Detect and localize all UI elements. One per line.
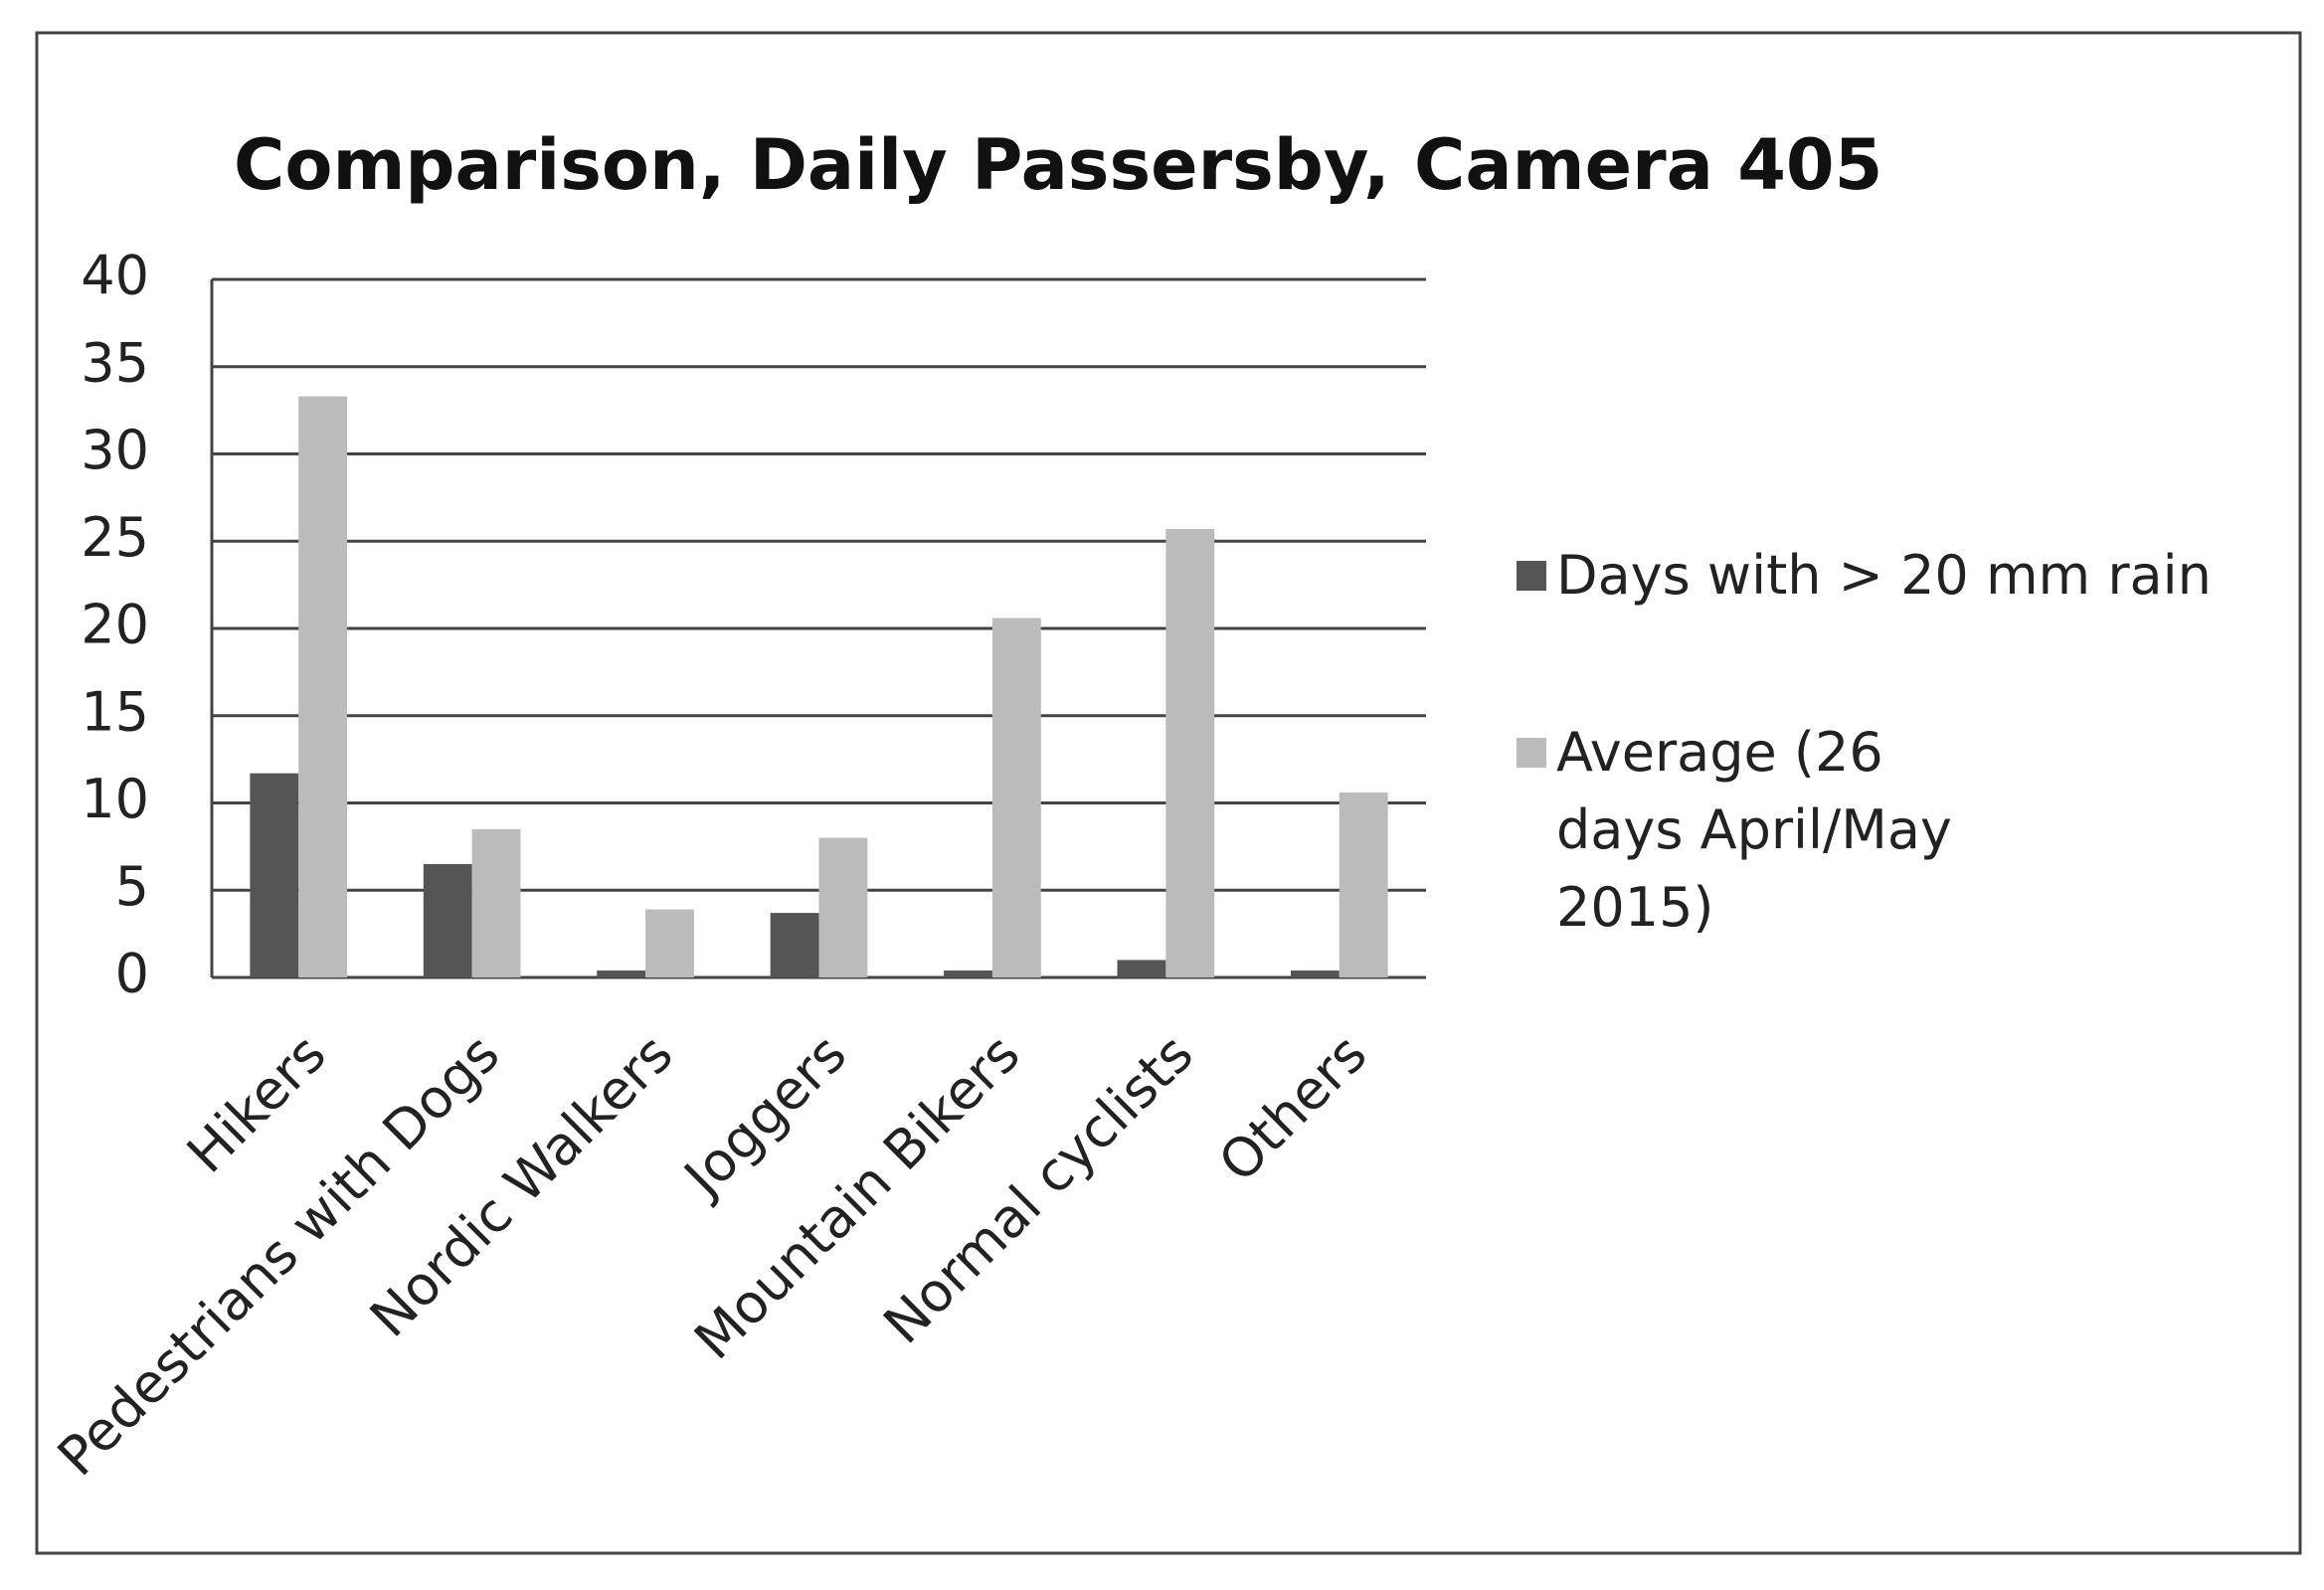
y-tick-label: 40 xyxy=(81,245,149,307)
chart-title: Comparison, Daily Passersby, Camera 405 xyxy=(234,124,1882,206)
legend-label: Days with > 20 mm rain xyxy=(1556,544,2212,607)
legend-swatch xyxy=(1517,561,1546,591)
bar xyxy=(250,773,299,977)
x-tick-label: Nordic Walkers xyxy=(358,1022,685,1349)
y-tick-label: 25 xyxy=(81,506,149,569)
bar xyxy=(1165,528,1215,977)
bar xyxy=(298,396,348,978)
chart-border xyxy=(35,31,2302,1555)
bar xyxy=(423,863,472,977)
y-tick-label: 15 xyxy=(81,680,149,743)
y-tick-label: 30 xyxy=(81,419,149,481)
bar xyxy=(1117,960,1166,977)
legend-item: Days with > 20 mm rain xyxy=(1517,537,2233,615)
bar xyxy=(818,837,868,977)
bar xyxy=(944,970,992,977)
bar xyxy=(597,970,646,977)
x-tick-label: Hikers xyxy=(175,1022,338,1185)
y-tick-label: 10 xyxy=(81,768,149,830)
y-tick-label: 35 xyxy=(81,331,149,394)
x-tick-label: Mountain Bikers xyxy=(682,1022,1031,1371)
bar xyxy=(645,909,694,977)
legend: Days with > 20 mm rain Average (26 days A… xyxy=(1517,537,2233,1046)
bar xyxy=(471,828,521,977)
x-tick-label: Normal cyclists xyxy=(872,1022,1205,1355)
y-tick-label: 20 xyxy=(81,594,149,656)
legend-swatch xyxy=(1517,738,1546,768)
bar xyxy=(770,913,819,977)
bar xyxy=(991,618,1041,977)
legend-label: Average (26 days April/May 2015) xyxy=(1556,721,1952,939)
y-tick-label: 5 xyxy=(115,855,149,918)
bar xyxy=(1339,792,1388,977)
y-tick-label: 0 xyxy=(115,943,149,1005)
x-tick-label: Others xyxy=(1206,1022,1378,1194)
bar xyxy=(1290,970,1340,977)
legend-item: Average (26 days April/May 2015) xyxy=(1517,714,2233,947)
